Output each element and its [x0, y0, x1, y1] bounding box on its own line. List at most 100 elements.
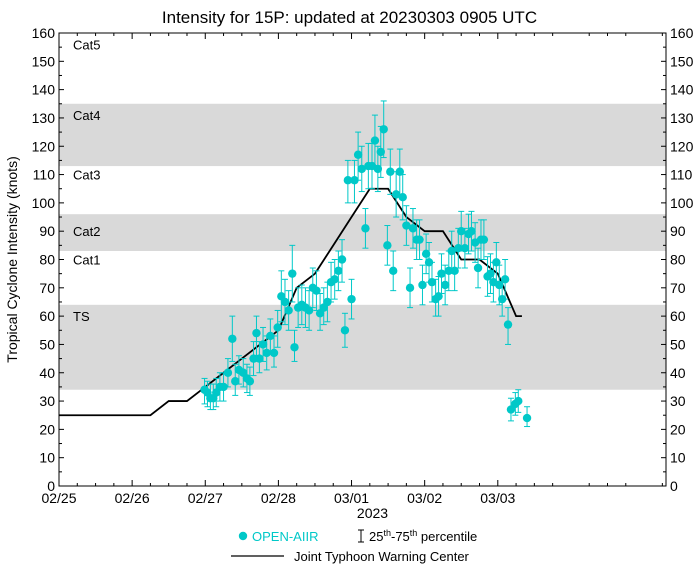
- x-tick-label: 02/27: [188, 490, 223, 506]
- band-label-ts: TS: [73, 309, 90, 324]
- y-tick-label-left: 40: [39, 365, 55, 381]
- data-point: [273, 323, 282, 332]
- y-tick-label-right: 30: [670, 393, 686, 409]
- y-tick-label-right: 150: [670, 53, 694, 69]
- band-label-cat2: Cat2: [73, 224, 100, 239]
- data-point: [379, 125, 388, 134]
- data-point: [269, 348, 279, 358]
- data-point: [473, 263, 483, 273]
- x-tick-label: 03/01: [334, 490, 369, 506]
- y-axis-label: Tropical Cyclone Intensity (knots): [4, 156, 20, 362]
- data-point: [500, 275, 510, 284]
- y-tick-label-left: 80: [39, 252, 55, 268]
- y-tick-label-left: 30: [39, 393, 55, 409]
- y-tick-label-right: 160: [670, 25, 694, 41]
- x-tick-label: 03/02: [407, 490, 442, 506]
- data-point: [437, 269, 446, 278]
- y-tick-label-right: 60: [670, 308, 686, 324]
- data-point: [231, 377, 240, 386]
- band-labels: TS Cat1 Cat2 Cat3 Cat4 Cat5: [73, 37, 100, 324]
- data-point: [492, 258, 501, 267]
- y-tick-label-right: 140: [670, 82, 694, 98]
- data-point: [418, 280, 427, 290]
- data-point: [223, 368, 233, 377]
- y-tick-label-right: 90: [670, 223, 686, 239]
- data-point: [350, 176, 359, 185]
- open-aiir-series: [200, 100, 532, 428]
- data-point: [389, 266, 398, 276]
- data-point: [408, 224, 418, 233]
- data-point: [370, 136, 380, 145]
- data-point: [503, 320, 513, 329]
- data-point: [386, 167, 395, 176]
- legend-line-label: Joint Typhoon Warning Center: [294, 549, 470, 564]
- data-point: [457, 226, 466, 236]
- band-label-cat3: Cat3: [73, 168, 100, 183]
- band-label-cat4: Cat4: [73, 108, 100, 123]
- y-tick-label-left: 90: [39, 223, 55, 239]
- plot-frame: [58, 32, 667, 487]
- y-tick-label-left: 0: [47, 478, 55, 494]
- y-tick-label-right: 20: [670, 421, 686, 437]
- y-tick-label-left: 100: [32, 195, 56, 211]
- y-tick-label-left: 70: [39, 280, 55, 296]
- y-tick-label-right: 0: [670, 478, 678, 494]
- chart-title: Intensity for 15P: updated at 20230303 0…: [161, 8, 538, 27]
- category-bands: [59, 103, 666, 390]
- data-point: [450, 266, 459, 276]
- data-point: [391, 190, 401, 199]
- data-point: [467, 226, 476, 236]
- data-point: [460, 243, 470, 253]
- data-point: [495, 280, 504, 290]
- data-point: [284, 306, 293, 315]
- data-point: [334, 266, 343, 276]
- y-tick-label-left: 160: [32, 25, 56, 41]
- axis-labels: Tropical Cyclone Intensity (knots) 2023: [4, 156, 388, 521]
- y-tick-label-left: 110: [33, 167, 56, 183]
- band-label-cat1: Cat1: [73, 253, 100, 268]
- data-point: [361, 224, 370, 233]
- data-point: [266, 331, 275, 341]
- band-ts: [59, 304, 666, 390]
- axis-ticks: 0 0 10 10 20 20 30 30 40 40 50 50 60 60 70 70 80 80 90 90 10…: [32, 25, 694, 506]
- data-point: [347, 294, 356, 304]
- data-point: [479, 235, 489, 244]
- x-tick-label: 02/28: [261, 490, 296, 506]
- data-point: [383, 241, 392, 250]
- legend-scatter-marker: [238, 531, 248, 541]
- y-tick-label-left: 130: [32, 110, 56, 126]
- y-tick-label-right: 110: [670, 167, 693, 183]
- y-tick-label-left: 20: [39, 421, 55, 437]
- x-tick-label: 02/26: [115, 490, 150, 506]
- y-tick-label-right: 100: [670, 195, 694, 211]
- y-tick-label-right: 130: [670, 110, 694, 126]
- data-point: [440, 280, 450, 290]
- data-point: [290, 343, 299, 352]
- jtwc-line: [59, 187, 522, 417]
- data-point: [337, 255, 347, 264]
- data-point: [405, 283, 415, 293]
- data-point: [288, 269, 297, 278]
- data-point: [323, 297, 332, 307]
- band-label-cat5: Cat5: [73, 37, 100, 52]
- data-point: [252, 328, 261, 338]
- data-point: [353, 150, 363, 159]
- data-point: [373, 164, 383, 174]
- band-cat4: [59, 103, 666, 167]
- x-axis-year-label: 2023: [357, 505, 388, 521]
- data-point: [395, 167, 404, 176]
- data-point: [228, 334, 237, 343]
- y-tick-label-left: 150: [32, 53, 56, 69]
- y-tick-label-right: 10: [670, 450, 686, 466]
- data-point: [258, 340, 268, 349]
- data-point: [506, 405, 516, 414]
- data-point: [434, 292, 443, 301]
- y-tick-label-left: 60: [39, 308, 55, 324]
- data-point: [330, 275, 339, 284]
- data-point: [427, 277, 437, 287]
- data-point: [343, 176, 353, 185]
- y-tick-label-left: 140: [32, 82, 56, 98]
- y-tick-label-right: 50: [670, 336, 686, 352]
- data-point: [340, 326, 350, 335]
